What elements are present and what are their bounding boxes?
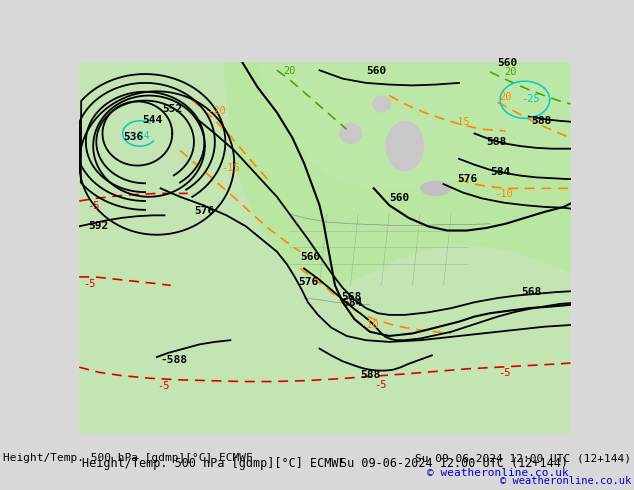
Text: 584: 584 (343, 298, 363, 308)
Text: © weatheronline.co.uk: © weatheronline.co.uk (500, 476, 631, 486)
Text: 560: 560 (389, 193, 410, 203)
Text: 588: 588 (486, 137, 507, 147)
Text: -588: -588 (160, 355, 188, 365)
Text: 560: 560 (498, 58, 518, 68)
Text: Height/Temp. 500 hPa [gdmp][°C] ECMWF: Height/Temp. 500 hPa [gdmp][°C] ECMWF (3, 453, 253, 463)
Ellipse shape (372, 96, 391, 112)
Text: -5: -5 (83, 279, 96, 289)
Text: 576: 576 (194, 206, 214, 216)
Text: Su 09-06-2024 12:00 UTC (12+144): Su 09-06-2024 12:00 UTC (12+144) (340, 457, 568, 469)
Text: 568: 568 (521, 288, 541, 297)
Polygon shape (79, 62, 571, 433)
Text: 588: 588 (531, 116, 552, 126)
Text: 552: 552 (162, 104, 183, 114)
Text: -5: -5 (498, 368, 510, 378)
Polygon shape (223, 62, 571, 283)
Text: 576: 576 (299, 277, 319, 287)
Text: Height/Temp. 500 hPa [gdmp][°C] ECMWF: Height/Temp. 500 hPa [gdmp][°C] ECMWF (82, 457, 345, 469)
Text: -10: -10 (360, 319, 378, 330)
Text: 588: 588 (361, 370, 381, 380)
Text: 576: 576 (458, 174, 477, 184)
Text: 584: 584 (490, 167, 510, 177)
Text: 20: 20 (504, 67, 517, 77)
Text: 536: 536 (124, 132, 144, 142)
Ellipse shape (339, 123, 362, 144)
Text: 592: 592 (89, 221, 109, 231)
Text: -15: -15 (451, 117, 470, 127)
Ellipse shape (385, 121, 424, 172)
Text: 560: 560 (300, 252, 320, 262)
Text: -24: -24 (132, 131, 150, 142)
Text: 544: 544 (143, 115, 163, 124)
Text: Su 09-06-2024 12:00 UTC (12+144): Su 09-06-2024 12:00 UTC (12+144) (415, 453, 631, 463)
Text: -5: -5 (87, 201, 100, 211)
Text: 560: 560 (366, 67, 386, 76)
Text: -10: -10 (494, 189, 513, 199)
Ellipse shape (420, 181, 451, 196)
Text: -15: -15 (221, 164, 240, 173)
Text: 20: 20 (500, 92, 512, 102)
Text: -5: -5 (157, 381, 169, 391)
Text: -5: -5 (374, 380, 386, 391)
Text: 568: 568 (341, 292, 361, 302)
Text: -25: -25 (521, 94, 540, 104)
Text: -20: -20 (207, 106, 226, 116)
Text: 20: 20 (283, 67, 295, 76)
Text: © weatheronline.co.uk: © weatheronline.co.uk (427, 468, 568, 478)
